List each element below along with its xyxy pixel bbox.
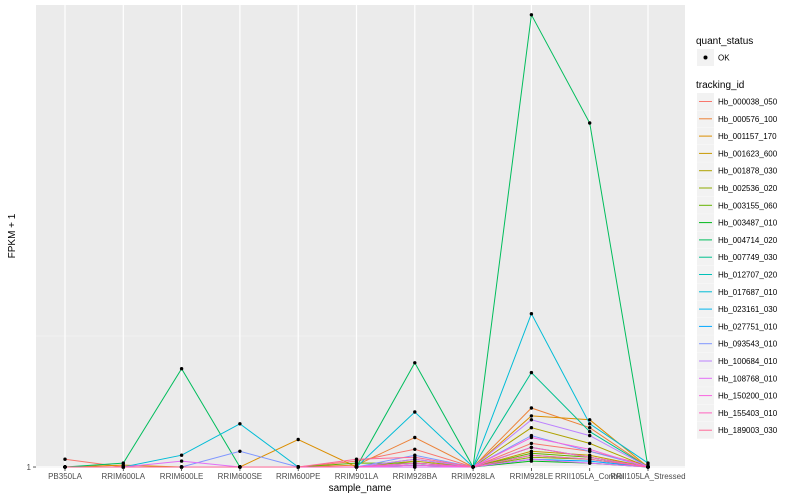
data-point [529,457,534,461]
panel-background [36,5,685,468]
data-point [646,461,650,465]
data-point [296,465,300,469]
data-point [179,459,184,463]
x-tick-label: RRIM901LA [335,472,379,481]
legend-tracking-items: Hb_000038_050 Hb_000576_100 Hb_001157_170 H… [697,93,778,439]
legend: quant_status OK tracking_id Hb_000038_05… [696,36,778,439]
y-tick-label: 1 [27,463,32,472]
data-point [121,461,126,465]
data-point [296,437,300,442]
data-point [588,457,592,461]
data-point [588,429,592,434]
x-tick-label: RRIM928LA [451,472,495,481]
data-point [238,422,242,426]
legend-label: Hb_003155_060 [718,201,778,210]
x-tick-label: RRII105LA_Stressed [610,472,685,481]
data-point [179,465,184,469]
legend-label: Hb_189003_030 [718,426,778,435]
data-point [354,465,359,469]
x-axis-title: sample_name [329,483,392,494]
data-point [588,418,592,422]
y-axis-title: FPKM + 1 [7,213,18,258]
x-tick-label: RRIM600LE [160,472,204,481]
legend-quant-label: OK [718,54,730,63]
data-point [588,422,592,426]
data-point [588,426,592,430]
data-point [646,465,650,469]
legend-label: Hb_001623_600 [718,149,778,158]
data-point [413,410,417,414]
legend-label: Hb_023161_030 [718,305,778,314]
legend-label: Hb_001157_170 [718,132,777,141]
x-tick-label: RRIM600SE [218,472,262,481]
data-point [413,455,417,459]
data-point [529,418,534,422]
data-point [529,414,534,418]
legend-label: Hb_155403_010 [718,409,778,418]
data-point [529,441,534,446]
data-point [529,445,534,450]
data-point [354,461,359,465]
x-tick-label: PB350LA [48,472,82,481]
y-axis-ticks: 1 [27,463,36,472]
data-point [238,449,242,453]
data-point [471,465,475,469]
data-point [529,370,534,375]
x-tick-label: RRIM600PE [276,472,320,481]
legend-label: Hb_093543_010 [718,340,778,349]
legend-tracking-title: tracking_id [696,80,744,91]
legend-label: Hb_027751_010 [718,322,778,331]
data-point [63,457,67,461]
legend-label: Hb_004714_020 [718,236,778,245]
legend-label: Hb_003487_010 [718,219,778,228]
legend-label: Hb_000038_050 [718,98,778,107]
legend-label: Hb_001878_030 [718,167,778,176]
data-point [179,367,184,371]
legend-label: Hb_007749_030 [718,253,778,262]
data-point [588,447,592,451]
data-point [588,121,592,125]
data-point [413,435,417,440]
data-point [354,457,359,461]
data-point [413,447,417,451]
data-point [588,461,592,465]
data-point [529,435,534,440]
legend-label: Hb_000576_100 [718,115,778,124]
legend-label: Hb_108768_010 [718,374,778,383]
legend-label: Hb_017687_010 [718,288,778,297]
data-point [179,453,184,457]
x-axis-ticks: PB350LA RRIM600LA RRIM600LE RRIM600SE RRIM60… [48,468,686,481]
data-point [121,465,126,469]
x-tick-label: RRIM600LA [102,472,146,481]
legend-quant-title: quant_status [696,36,753,47]
legend-quant-point [703,55,708,60]
legend-label: Hb_002536_020 [718,184,778,193]
legend-label: Hb_150200_010 [718,392,778,401]
legend-label: Hb_100684_010 [718,357,778,366]
data-point [413,461,417,465]
data-point [529,13,534,17]
data-point [529,453,534,457]
series-points [63,13,650,469]
legend-label: Hb_012707_020 [718,271,778,280]
x-tick-label: RRIM928BA [393,472,438,481]
data-point [238,465,242,469]
x-tick-label: RRII105LA_Control [555,472,625,481]
data-point [529,426,534,430]
data-point [413,361,417,365]
data-point [588,433,592,438]
data-point [63,465,67,469]
x-tick-label: RRIM928LE [510,472,554,481]
data-point [529,312,534,316]
data-point [588,441,592,446]
data-point [529,406,534,410]
